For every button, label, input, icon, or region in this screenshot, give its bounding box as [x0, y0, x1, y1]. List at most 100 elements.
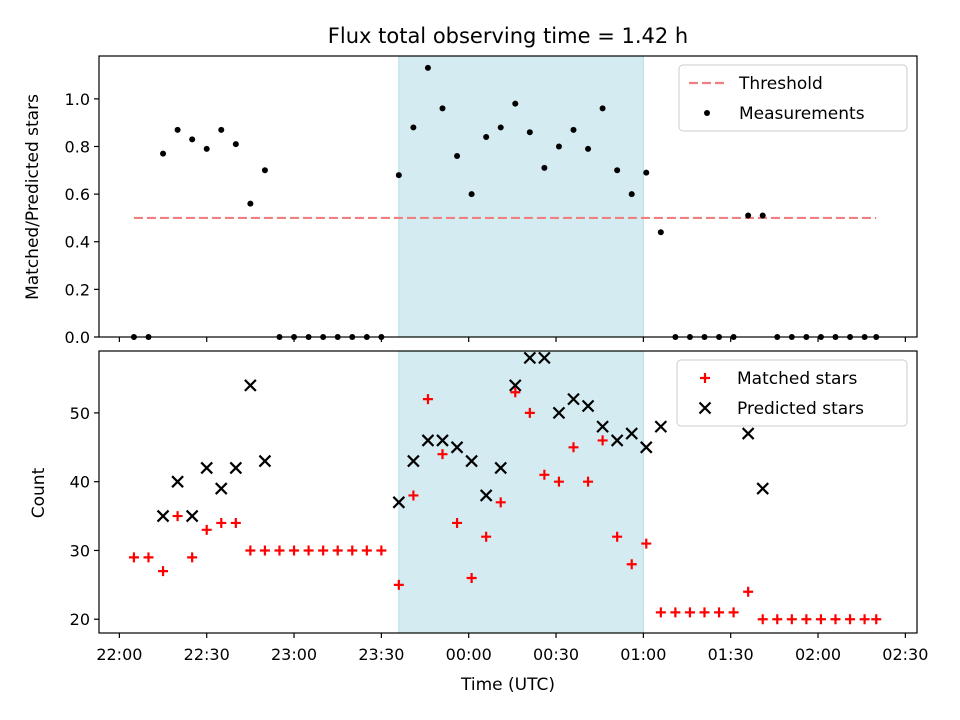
x-tick-label: 02:00 — [795, 645, 841, 664]
predicted-star-point — [509, 379, 522, 392]
predicted-star-point — [625, 427, 638, 440]
matched-star-point — [801, 614, 812, 625]
matched-star-point — [303, 545, 314, 556]
measurement-point — [745, 212, 752, 219]
matched-star-point — [466, 572, 477, 583]
matched-star-point — [245, 545, 256, 556]
predicted-star-point — [214, 482, 228, 495]
matched-star-point — [830, 614, 841, 625]
predicted-star-point — [436, 434, 449, 447]
measurement-point — [585, 145, 592, 152]
axes-frame — [98, 55, 918, 338]
predicted-star-point — [200, 461, 213, 475]
x-axis-label: Time (UTC) — [460, 675, 555, 695]
predicted-star-point — [654, 420, 668, 433]
y-tick-label: 20 — [70, 610, 90, 629]
x-tick-label: 23:30 — [358, 645, 404, 664]
axes-frame — [98, 350, 918, 634]
predicted-star-point — [567, 392, 580, 406]
y-tick-label: 0.8 — [65, 137, 90, 156]
matched-star-point — [289, 545, 300, 556]
matched-star-point — [422, 394, 433, 405]
matched-star-point — [568, 442, 579, 453]
measurement-point — [643, 169, 650, 176]
matched-star-point — [201, 524, 212, 535]
measurement-point — [203, 145, 210, 152]
legend-label: Matched stars — [737, 369, 857, 389]
predicted-star-point — [450, 441, 464, 454]
legend-box — [678, 64, 908, 132]
matched-star-point — [583, 476, 594, 487]
x-tick-label: 00:00 — [446, 645, 492, 664]
predicted-star-point — [596, 420, 609, 433]
matched-star-point — [347, 545, 358, 556]
matched-star-point — [714, 607, 725, 618]
x-tick-label: 01:00 — [620, 645, 666, 664]
x-tick-label: 22:30 — [184, 645, 230, 664]
predicted-star-point — [392, 496, 406, 509]
matched-star-point — [128, 552, 139, 563]
matched-star-point — [597, 435, 608, 446]
matched-star-point — [481, 531, 492, 542]
measurement-point — [454, 153, 461, 160]
matched-star-point — [452, 517, 463, 528]
matched-star-point — [670, 607, 681, 618]
predicted-star-point — [258, 454, 272, 468]
predicted-star-point — [552, 406, 566, 420]
measurement-point — [614, 167, 621, 174]
predicted-star-point — [479, 489, 493, 502]
predicted-star-point — [407, 454, 420, 468]
legend-box — [676, 359, 908, 427]
predicted-star-point — [538, 351, 551, 365]
x-tick-label: 00:30 — [533, 645, 579, 664]
measurement-point — [247, 200, 254, 207]
y-tick-label: 50 — [70, 404, 90, 423]
measurement-point — [261, 167, 268, 174]
matched-star-point — [655, 607, 666, 618]
matched-star-point — [699, 607, 710, 618]
measurement-point — [395, 172, 402, 179]
matched-star-point — [859, 614, 870, 625]
y-tick-label: 0.6 — [65, 185, 90, 204]
x-tick-label: 02:30 — [882, 645, 928, 664]
matched-star-point — [158, 566, 169, 577]
predicted-star-point — [244, 379, 257, 392]
y-tick-label: 0.4 — [65, 233, 90, 252]
matched-star-point — [815, 614, 826, 625]
shaded-region — [398, 55, 644, 338]
measurement-point — [232, 141, 239, 148]
predicted-star-point — [523, 351, 537, 365]
matched-star-point — [553, 476, 564, 487]
matched-star-point — [361, 545, 372, 556]
measurement-point — [218, 126, 225, 133]
measurement-point — [483, 133, 490, 140]
matched-star-point — [172, 511, 183, 522]
predicted-star-point — [421, 434, 435, 447]
y-tick-label: 30 — [70, 541, 90, 560]
matched-star-point — [510, 387, 521, 398]
y-tick-label: 40 — [70, 473, 90, 492]
measurement-point — [439, 105, 446, 112]
predicted-star-point — [465, 454, 478, 468]
matched-star-point — [187, 552, 198, 563]
bottom-panel: 20 30 40 50 22:00 22:30 23:00 23:30 00:00 00:30 01… — [70, 350, 928, 664]
measurement-point — [468, 191, 475, 198]
matched-star-point — [871, 614, 882, 625]
legend-label: Predicted stars — [737, 399, 864, 419]
top-y-axis-label: Matched/Predicted stars — [23, 94, 43, 300]
y-tick-label: 0.2 — [65, 280, 90, 299]
matched-star-point — [612, 531, 623, 542]
measurement-point — [160, 150, 167, 157]
matched-star-point — [393, 579, 404, 590]
matched-star-point — [684, 607, 695, 618]
matched-star-point — [743, 586, 754, 597]
matched-star-point — [259, 545, 270, 556]
predicted-star-point — [581, 399, 595, 413]
y-tick-label: 1.0 — [65, 90, 90, 109]
x-tick-label: 01:30 — [708, 645, 754, 664]
predicted-star-point — [229, 461, 243, 475]
predicted-star-point — [741, 427, 755, 440]
matched-star-point — [845, 614, 856, 625]
measurement-point — [599, 105, 606, 112]
